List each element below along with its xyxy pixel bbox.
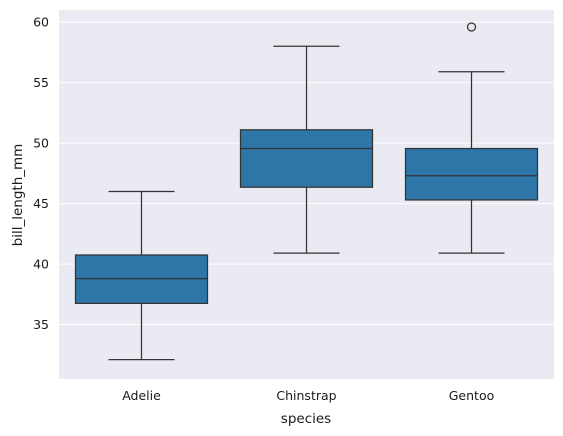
outlier-point [466, 22, 477, 32]
y-tick-label: 55 [33, 75, 49, 90]
box-gentoo [404, 22, 539, 254]
y-axis-ticks: 35 40 45 50 55 60 [33, 15, 49, 332]
y-tick-label: 35 [33, 317, 49, 332]
x-tick-label: Adelie [122, 388, 161, 403]
y-axis-label: bill_length_mm [10, 144, 26, 247]
x-tick-label: Chinstrap [276, 388, 336, 403]
y-tick-label: 50 [33, 136, 49, 151]
iqr-box [404, 147, 539, 201]
y-tick-label: 60 [33, 15, 49, 30]
box-chinstrap [239, 45, 374, 254]
y-tick-label: 45 [33, 196, 49, 211]
boxes [74, 22, 539, 361]
iqr-box [239, 129, 374, 188]
box-adelie [74, 190, 209, 361]
y-tick-label: 40 [33, 257, 49, 272]
x-axis-label: species [281, 411, 331, 427]
x-tick-label: Gentoo [449, 388, 495, 403]
x-axis-ticks: Adelie Chinstrap Gentoo [122, 388, 494, 403]
